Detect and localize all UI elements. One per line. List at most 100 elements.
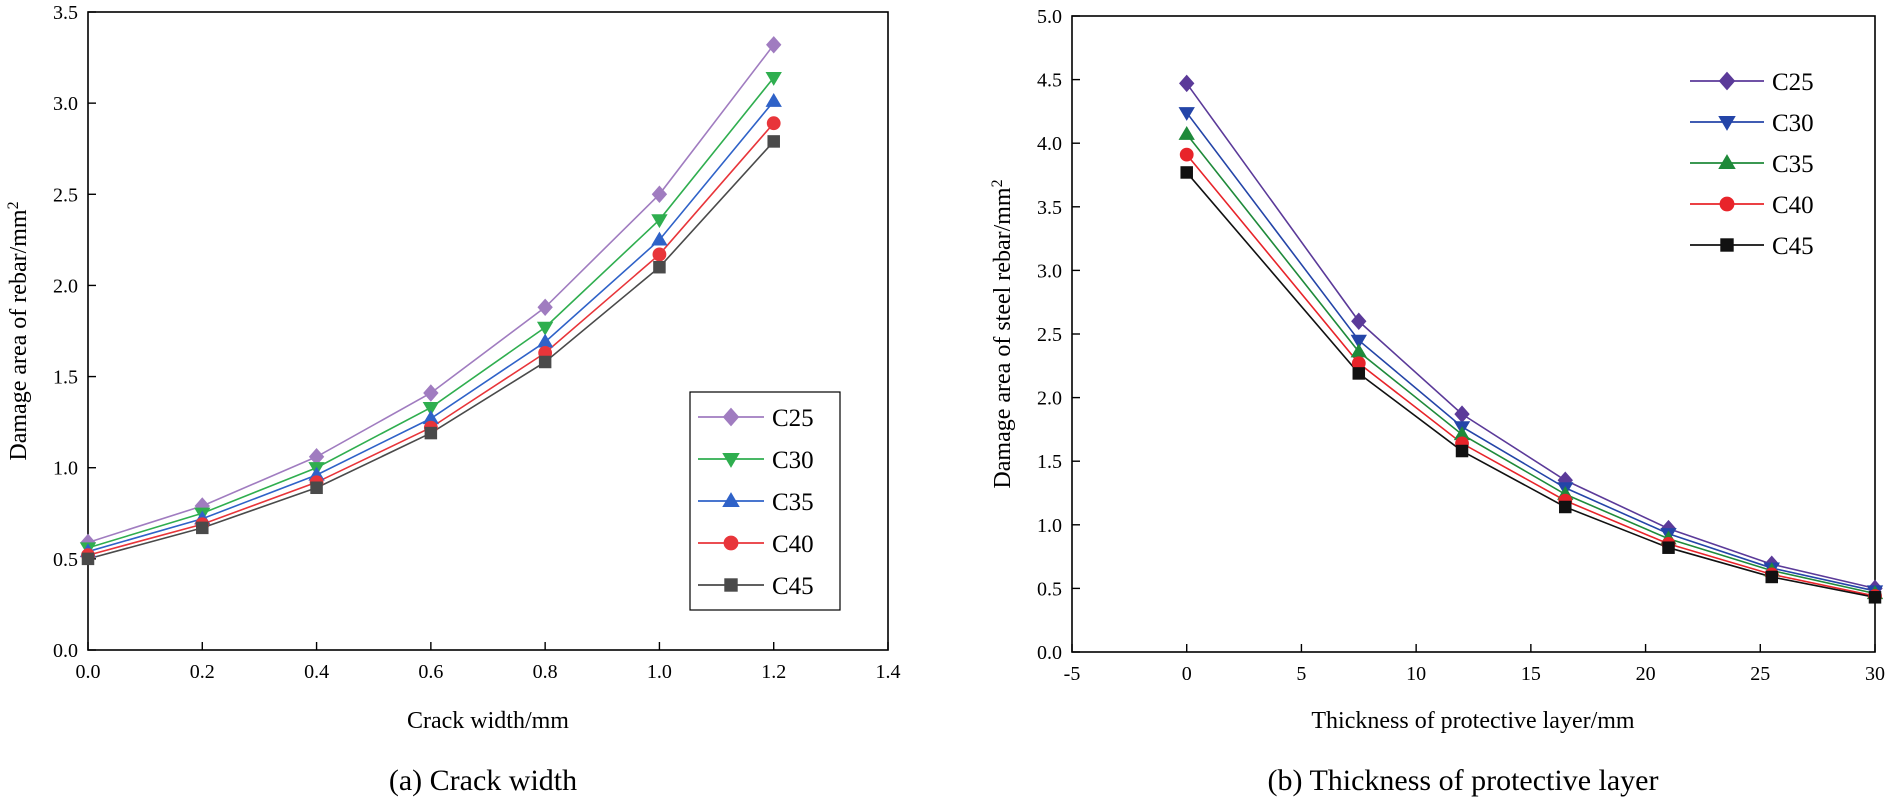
panel-a-x-tick-label: 1.4 (876, 661, 901, 683)
panel-b-legend-marker-c35 (1718, 154, 1736, 170)
panel-a-legend-label-c45: C45 (772, 573, 814, 600)
panel-a-x-axis-label: Crack width/mm (407, 708, 569, 734)
panel-a-x-tick-label: 1.0 (647, 661, 672, 683)
panel-b-series-markers (1178, 74, 1884, 604)
panel-b-y-tick-label: 3.0 (1037, 260, 1062, 282)
panel-b-point-c30 (1350, 334, 1367, 349)
panel-a-y-tick-label: 1.5 (53, 367, 78, 389)
panel-a-y-axis-label: Damage area of rebar/mm2 (5, 201, 33, 460)
panel-a-y-tick-label: 0.5 (53, 549, 78, 571)
panel-b-plot-frame (1071, 15, 1876, 653)
panel-a-point-c30 (422, 401, 440, 416)
panel-b-y-tick-label: 2.0 (1037, 388, 1062, 410)
panel-a-series-lines (87, 44, 775, 560)
panel-a-legend: C25 C30 C35 C40 C45 (689, 391, 841, 611)
panel-b-point-c45 (1868, 591, 1882, 604)
panel-a-y-axis-label-main: Damage area of rebar/mm (6, 209, 32, 461)
panel-b-caption: (b) Thickness of protective layer (1268, 764, 1659, 797)
panel-b-legend-label-c40: C40 (1772, 192, 1814, 219)
panel-b-legend-label-c45: C45 (1772, 233, 1814, 260)
panel-a-point-c40 (652, 247, 667, 262)
panel-b-y-tick-label: 1.0 (1037, 515, 1062, 537)
panel-a-series-line-c30 (87, 77, 775, 549)
panel-b-x-tick-label: 5 (1296, 663, 1306, 685)
panel-b-x-tick-label: 20 (1636, 663, 1656, 685)
panel-a-point-c30 (765, 72, 782, 86)
panel-b-legend: C25 C30 C35 C40 C45 (1690, 69, 1814, 260)
panel-a-point-c35 (765, 93, 782, 107)
panel-b-point-c45 (1765, 570, 1779, 584)
panel-a-x-tick-label: 0.6 (418, 661, 443, 683)
panel-b-x-axis-label: Thickness of protective layer/mm (1311, 708, 1635, 734)
panel-b-x-tick-label: 15 (1521, 663, 1541, 685)
panel-a-series-markers (79, 36, 782, 566)
panel-b-point-c35 (1178, 126, 1195, 140)
panel-b-y-tick-label: 4.5 (1037, 70, 1062, 92)
panel-b-x-tick-label: 10 (1406, 663, 1426, 685)
panel-b-y-tick-label: 5.0 (1037, 6, 1062, 28)
panel-b-legend-marker-c25 (1718, 71, 1736, 91)
panel-b-point-c30 (1178, 107, 1195, 121)
panel-a-series-line-c25 (87, 44, 775, 544)
panel-a-x-tick-label: 1.2 (761, 661, 786, 683)
panel-b-point-c25 (1454, 405, 1470, 423)
panel-a-legend-label-c35: C35 (772, 489, 814, 516)
panel-a-y-tick-label: 1.0 (53, 458, 78, 480)
panel-b-series-line-c30 (1186, 112, 1876, 592)
panel-a-ticks: 0.0 0.2 0.4 0.6 0.8 1.0 1.2 1.4 0.0 0.5 1.0 1.5 2.0 2… (53, 2, 901, 683)
panel-a-point-c30 (651, 214, 668, 229)
panel-a-point-c45 (81, 552, 95, 566)
panel-a-legend-marker-c25 (722, 407, 740, 427)
panel-b-y-tick-label: 0.5 (1037, 578, 1062, 600)
panel-a-series-line-c45 (87, 140, 775, 560)
panel-a-x-tick-label: 0.2 (190, 661, 215, 683)
panel-a-series-line-c35 (87, 100, 775, 553)
panel-a-crack-width: 0.0 0.2 0.4 0.6 0.8 1.0 1.2 1.4 0.0 0.5 1.0 1.5 2.0 2… (5, 2, 901, 797)
panel-a-legend-marker-c45 (724, 578, 738, 592)
panel-b-series-line-c40 (1186, 154, 1876, 597)
panel-a-x-tick-label: 0.4 (304, 661, 329, 683)
panel-b-ticks: -5 0 5 10 15 20 25 30 0.0 0.5 1.0 1.5 2.0 2.5 3.0 3.5 4.… (1037, 6, 1885, 685)
panel-a-point-c45 (196, 521, 209, 535)
panel-a-legend-label-c40: C40 (772, 531, 814, 558)
panel-b-legend-marker-c40 (1719, 196, 1735, 212)
panel-b-x-tick-label: 0 (1182, 663, 1192, 685)
panel-b-point-c45 (1662, 541, 1675, 554)
panel-a-legend-label-c30: C30 (772, 447, 814, 474)
panel-b-legend-label-c30: C30 (1772, 110, 1814, 137)
panel-b-x-tick-label: -5 (1064, 663, 1081, 685)
panel-a-caption: (a) Crack width (389, 764, 577, 797)
panel-b-legend-label-c25: C25 (1772, 69, 1814, 96)
panel-a-y-tick-label: 0.0 (53, 640, 78, 662)
panel-a-y-axis-label-sup: 2 (5, 201, 22, 209)
panel-a-point-c45 (653, 260, 666, 274)
panel-a-point-c25 (537, 298, 553, 317)
panel-a-point-c25 (651, 185, 668, 204)
panel-a-y-tick-label: 3.5 (53, 2, 78, 24)
panel-a-plot-frame (87, 11, 889, 651)
panel-b-y-axis-label: Damage area of steel rebar/mm2 (989, 179, 1017, 488)
panel-a-legend-label-c25: C25 (772, 405, 814, 432)
panel-b-y-axis-label-main: Damage area of steel rebar/mm (990, 187, 1016, 489)
panel-a-point-c45 (310, 481, 323, 495)
panel-a-series-line-c40 (87, 122, 775, 556)
panel-a-y-tick-label: 2.0 (53, 275, 78, 297)
panel-a-point-c40 (766, 116, 781, 131)
panel-a-point-c30 (536, 321, 554, 336)
panel-a-point-c25 (766, 36, 782, 54)
panel-b-y-tick-label: 4.0 (1037, 133, 1062, 155)
panel-a-legend-marker-c30 (722, 452, 740, 468)
panel-b-x-tick-label: 25 (1750, 663, 1770, 685)
panel-a-point-c45 (538, 355, 552, 369)
panel-a-y-tick-label: 2.5 (53, 184, 78, 206)
panel-b-point-c45 (1455, 444, 1469, 458)
panel-b-point-c45 (1180, 166, 1193, 179)
panel-b-point-c40 (1179, 147, 1194, 162)
panel-b-legend-marker-c45 (1720, 238, 1734, 252)
panel-a-point-c35 (651, 231, 668, 246)
panel-a-point-c25 (423, 384, 439, 402)
panel-a-x-tick-label: 0.8 (533, 661, 558, 683)
panel-b-y-tick-label: 1.5 (1037, 451, 1062, 473)
panel-b-y-tick-label: 0.0 (1037, 642, 1062, 664)
